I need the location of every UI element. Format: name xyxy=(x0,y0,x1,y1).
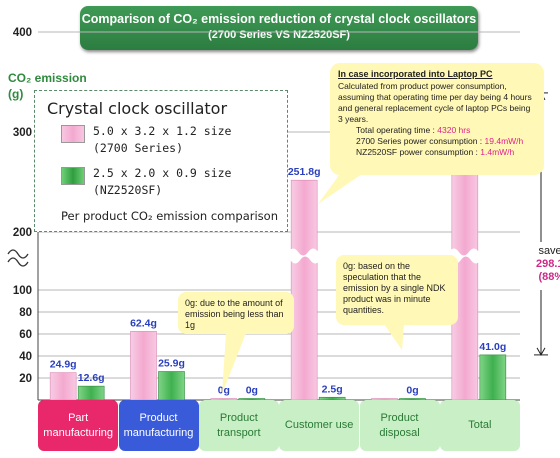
y-axis-label: CO₂ emission (g) xyxy=(8,70,87,102)
bar-break-gap xyxy=(282,248,327,264)
note-item-value: 4320 hrs xyxy=(437,125,471,135)
laptop-note: In case incorporated into Laptop PC Calc… xyxy=(330,63,544,175)
legend-swatch-nz2520sf xyxy=(61,167,85,185)
y-axis-label-line2: (g) xyxy=(8,87,24,101)
y-tick-label: 60 xyxy=(19,329,32,341)
note-item-label: Total operating time : xyxy=(356,125,438,135)
bar-2700-series xyxy=(49,372,77,401)
bubble-tail-disposal xyxy=(384,324,404,350)
legend-series2-name: (NZ2520SF) xyxy=(93,183,163,197)
note-tail xyxy=(318,174,362,204)
laptop-note-item-0: Total operating time : 4320 hrs xyxy=(338,125,536,136)
y-tick-label: 400 xyxy=(13,27,32,39)
saved-arrowhead-down xyxy=(536,347,546,356)
bar-value-label: 24.9g xyxy=(50,359,77,371)
bar-nz2520sf xyxy=(77,385,105,401)
note-item-value: 1.4mW/h xyxy=(480,147,515,157)
saved-word: saved xyxy=(538,245,560,257)
legend-series1: 5.0 x 3.2 x 1.2 size (2700 Series) xyxy=(93,123,231,157)
saved-percent: (88%) xyxy=(538,271,560,283)
y-tick-label: 100 xyxy=(13,285,32,297)
legend: Crystal clock oscillator 5.0 x 3.2 x 1.2… xyxy=(34,90,288,232)
laptop-note-item-2: NZ2520SF power consumption : 1.4mW/h xyxy=(338,147,536,158)
laptop-note-title: In case incorporated into Laptop PC xyxy=(338,69,493,79)
bar-value-label: 251.8g xyxy=(288,166,321,178)
y-tick-label: 300 xyxy=(13,127,32,139)
bar-value-label: 0g xyxy=(218,385,230,397)
legend-swatch-2700 xyxy=(61,125,85,143)
legend-title: Crystal clock oscillator xyxy=(47,99,228,118)
bar-nz2520sf xyxy=(479,354,507,401)
legend-series1-name: (2700 Series) xyxy=(93,141,184,155)
axis-break-icon xyxy=(7,249,29,267)
bar-2700-series xyxy=(290,179,318,401)
laptop-note-text: Calculated from product power consumptio… xyxy=(338,81,532,124)
legend-series2: 2.5 x 2.0 x 0.9 size (NZ2520SF) xyxy=(93,165,231,199)
y-tick-label: 20 xyxy=(19,373,32,385)
note-item-value: 19.4mW/h xyxy=(484,136,524,146)
laptop-note-item-1: 2700 Series power consumption : 19.4mW/h xyxy=(338,136,536,147)
bubble-transport: 0g: due to the amount of emission being … xyxy=(178,292,294,334)
legend-series1-size: 5.0 x 3.2 x 1.2 size xyxy=(93,124,232,138)
category-label: Customer use xyxy=(279,400,360,451)
category-label: Product transport xyxy=(198,400,279,451)
bar-nz2520sf xyxy=(158,371,185,401)
y-tick-label: 80 xyxy=(19,307,32,319)
y-tick-label: 40 xyxy=(19,351,32,363)
note-item-label: NZ2520SF power consumption : xyxy=(356,147,481,157)
y-axis-label-line1: CO₂ emission xyxy=(8,71,87,85)
bar-value-label: 41.0g xyxy=(479,341,506,353)
bar-value-label: 12.6g xyxy=(78,372,105,384)
legend-series2-size: 2.5 x 2.0 x 0.9 size xyxy=(93,166,232,180)
bubble-tail-transport xyxy=(222,333,246,394)
category-label: Product manufacturing xyxy=(118,400,199,451)
category-label: Total xyxy=(439,400,520,451)
saved-label: saved 298.1g (88%) xyxy=(536,245,560,284)
category-label: Part manufacturing xyxy=(38,400,119,451)
bubble-disposal: 0g: based on the speculation that the em… xyxy=(336,255,458,325)
category-label: Product disposal xyxy=(359,400,440,451)
bar-value-label: 62.4g xyxy=(130,317,157,329)
bar-value-label: 25.9g xyxy=(158,358,185,370)
bar-value-label: 0g xyxy=(246,385,258,397)
chart-title: Comparison of CO₂ emission reduction of … xyxy=(81,12,477,26)
y-tick-label: 200 xyxy=(13,227,32,239)
bar-value-label: 2.5g xyxy=(322,383,343,395)
legend-footer: Per product CO₂ emission comparison xyxy=(61,209,278,223)
bar-2700-series xyxy=(130,331,157,401)
note-item-label: 2700 Series power consumption : xyxy=(356,136,485,146)
bar-value-label: 0g xyxy=(406,385,418,397)
saved-amount: 298.1g xyxy=(536,258,560,270)
